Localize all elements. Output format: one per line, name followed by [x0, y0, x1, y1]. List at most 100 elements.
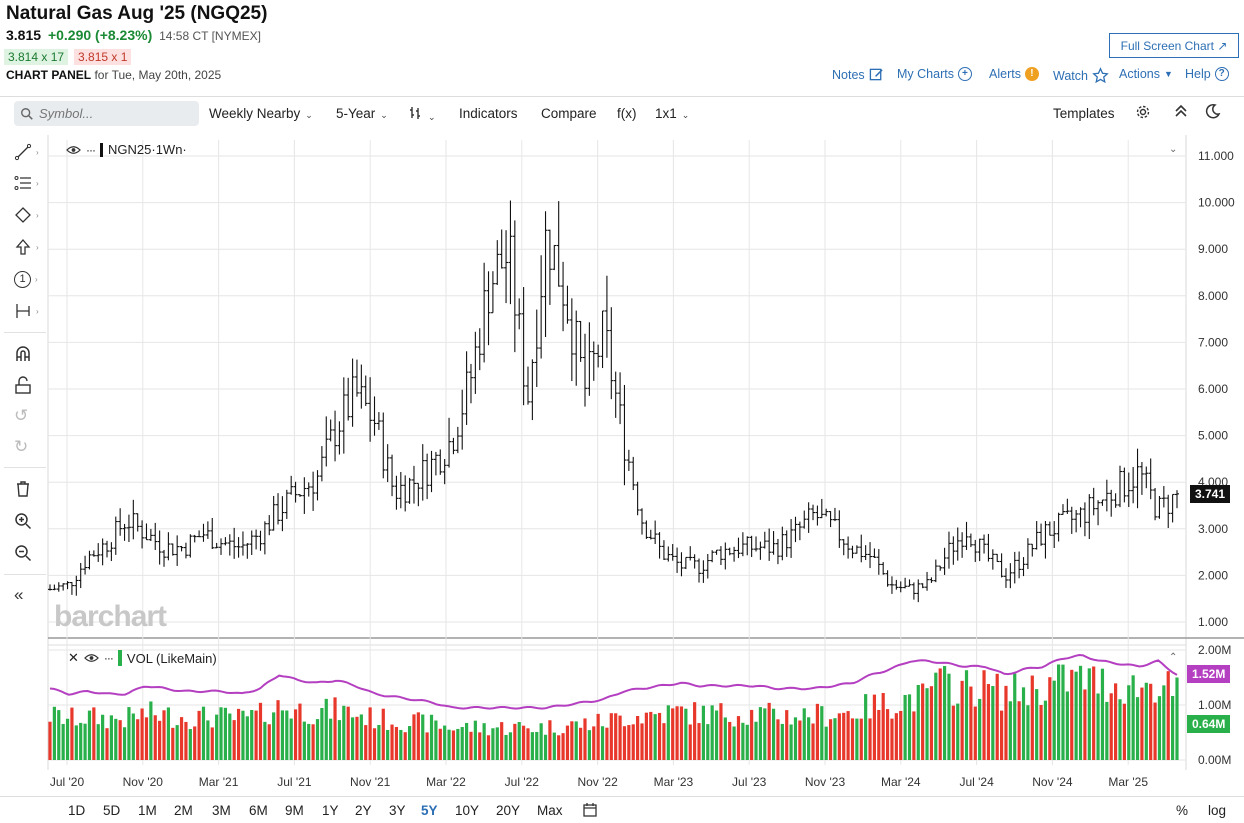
range-5d[interactable]: 5D	[103, 803, 121, 818]
templates-button[interactable]: Templates	[1053, 106, 1115, 121]
eye-icon[interactable]	[83, 653, 99, 663]
compare-button[interactable]: Compare	[541, 106, 597, 121]
lock-tool[interactable]	[14, 372, 42, 398]
redo-button[interactable]: ↻	[14, 434, 42, 460]
price-bar	[69, 582, 74, 595]
price-bar	[372, 396, 377, 436]
volume-bar	[350, 717, 355, 760]
volume-bar	[964, 670, 969, 760]
series-color-swatch	[100, 142, 103, 157]
volume-bar	[438, 728, 442, 760]
barchart-watermark: barchart	[54, 600, 167, 633]
dark-mode-moon-icon[interactable]	[1205, 103, 1221, 122]
volume-bar	[662, 723, 666, 760]
price-bar	[582, 333, 587, 407]
bar-type-dropdown[interactable]: ⌄	[409, 106, 436, 123]
price-bar	[1100, 499, 1105, 506]
range-3m[interactable]: 3M	[212, 803, 231, 818]
function-button[interactable]: f(x)	[617, 106, 637, 121]
volume-bar	[101, 714, 105, 760]
alerts-button[interactable]: Alerts !	[989, 67, 1039, 81]
price-bar	[872, 548, 877, 558]
price-bar	[995, 553, 1000, 563]
volume-bar	[79, 722, 83, 760]
range-9m[interactable]: 9M	[285, 803, 304, 818]
price-bar	[1047, 521, 1052, 536]
volume-bar	[1039, 705, 1043, 760]
range-max[interactable]: Max	[537, 803, 563, 818]
range-6m[interactable]: 6M	[249, 803, 268, 818]
volume-bar	[973, 706, 977, 760]
more-options-icon[interactable]: ···	[103, 651, 114, 665]
chevron-up-icon[interactable]: ⌃	[1169, 652, 1178, 663]
range-20y[interactable]: 20Y	[496, 803, 521, 818]
volume-bar	[403, 732, 407, 760]
range-5y[interactable]: 5Y	[421, 803, 438, 818]
price-bar	[333, 410, 338, 462]
magnet-tool[interactable]	[14, 341, 42, 367]
aggregation-dropdown[interactable]: Weekly Nearby ⌄	[209, 106, 313, 121]
annotation-tool[interactable]: 1 ›	[14, 266, 42, 292]
layout-dropdown[interactable]: 1x1 ⌄	[655, 106, 689, 121]
price-bar	[122, 523, 127, 541]
more-options-icon[interactable]: ···	[86, 142, 96, 157]
calendar-icon[interactable]	[582, 802, 598, 823]
notes-button[interactable]: Notes	[832, 67, 884, 82]
range-1y[interactable]: 1Y	[322, 803, 339, 818]
undo-icon: ↺	[14, 406, 29, 425]
chevron-down-icon[interactable]: ⌄	[1169, 144, 1178, 155]
volume-bar	[1043, 700, 1048, 760]
zoom-out-button[interactable]	[14, 540, 42, 566]
price-bar	[806, 502, 811, 533]
range-1m[interactable]: 1M	[138, 803, 157, 818]
volume-bar	[1013, 673, 1017, 760]
price-bar	[1109, 489, 1114, 517]
eye-icon[interactable]	[66, 145, 81, 155]
symbol-search[interactable]	[14, 101, 199, 126]
period-dropdown[interactable]: 5-Year ⌄	[336, 106, 388, 121]
volume-bar	[131, 713, 135, 760]
price-bar	[740, 532, 745, 557]
fib-tool[interactable]: ›	[14, 170, 42, 196]
price-bar	[1117, 465, 1122, 508]
log-scale-toggle[interactable]: log	[1208, 803, 1227, 818]
volume-bar	[232, 720, 236, 760]
range-3y[interactable]: 3Y	[389, 803, 406, 818]
range-2y[interactable]: 2Y	[355, 803, 372, 818]
shapes-tool[interactable]: ›	[14, 202, 42, 228]
price-bar	[622, 384, 627, 486]
symbol-input[interactable]	[39, 106, 179, 121]
my-charts-button[interactable]: My Charts +	[897, 67, 972, 81]
watch-button[interactable]: Watch	[1053, 67, 1109, 84]
collapse-tools-button[interactable]: «	[14, 582, 42, 608]
range-1d[interactable]: 1D	[68, 803, 86, 818]
volume-bar	[605, 727, 609, 760]
delete-drawings-button[interactable]	[14, 476, 42, 502]
actions-menu[interactable]: Actions ▼	[1119, 67, 1173, 81]
volume-bar	[228, 713, 232, 760]
close-icon[interactable]: ✕	[68, 650, 79, 665]
price-bar	[363, 375, 368, 406]
range-10y[interactable]: 10Y	[455, 803, 480, 818]
arrow-tool[interactable]: ›	[14, 234, 42, 260]
volume-bar	[1048, 677, 1052, 760]
zoom-in-button[interactable]	[14, 508, 42, 534]
chart-panel-label: CHART PANEL for Tue, May 20th, 2025	[6, 68, 221, 82]
volume-bar	[592, 726, 596, 760]
price-bar	[697, 558, 702, 583]
measure-tool[interactable]: ›	[14, 298, 42, 324]
volume-bar	[412, 714, 416, 760]
indicators-button[interactable]: Indicators	[459, 106, 518, 121]
undo-button[interactable]: ↺	[14, 403, 42, 429]
percent-scale-toggle[interactable]: %	[1176, 803, 1189, 818]
settings-gear-icon[interactable]	[1135, 104, 1151, 123]
collapse-header-icon[interactable]	[1174, 103, 1188, 122]
full-screen-chart-button[interactable]: Full Screen Chart ↗	[1109, 33, 1239, 58]
trendline-tool[interactable]: ›	[14, 139, 42, 165]
price-change: +0.290 (+8.23%)	[47, 27, 153, 43]
help-button[interactable]: Help ?	[1185, 67, 1229, 81]
volume-bar	[921, 683, 925, 760]
volume-bar	[456, 728, 460, 760]
range-2m[interactable]: 2M	[174, 803, 193, 818]
